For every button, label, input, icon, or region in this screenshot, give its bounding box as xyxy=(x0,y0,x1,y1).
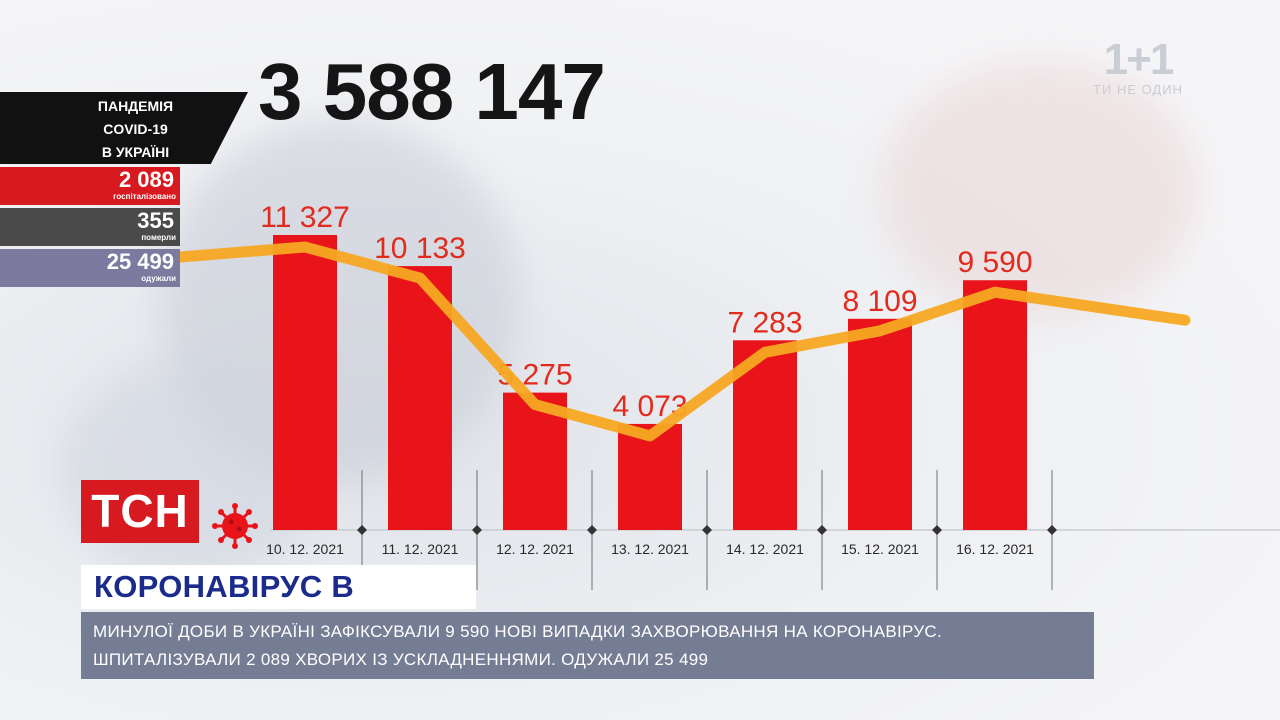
x-tick-label: 13. 12. 2021 xyxy=(611,541,689,557)
x-tick-label: 12. 12. 2021 xyxy=(496,541,574,557)
virus-icon xyxy=(212,503,258,549)
sidebar-title-line: ПАНДЕМІЯ xyxy=(97,98,174,114)
sidebar-title-line: В УКРАЇНІ xyxy=(101,144,170,160)
stat-recovered: 25 499 одужали xyxy=(0,249,180,287)
stat-hospitalized: 2 089 госпіталізовано xyxy=(0,167,180,205)
tsn-logo-text: ТСН xyxy=(91,485,189,537)
bar xyxy=(963,280,1027,530)
total-cases: 3 588 147 xyxy=(258,47,606,136)
news-ticker: МИНУЛОЇ ДОБИ В УКРАЇНІ ЗАФІКСУВАЛИ 9 590… xyxy=(81,612,1094,679)
data-label: 7 283 xyxy=(727,306,802,339)
trend-line xyxy=(174,241,1191,442)
x-tick-marker xyxy=(817,525,827,535)
x-tick-marker xyxy=(1047,525,1057,535)
bar xyxy=(273,235,337,530)
bar xyxy=(388,266,452,530)
stat-value: 2 089 xyxy=(118,167,174,192)
x-tick-label: 11. 12. 2021 xyxy=(382,541,459,557)
stat-label: померли xyxy=(141,233,176,242)
data-label: 11 327 xyxy=(260,201,350,234)
background-virus-shape xyxy=(880,60,1200,320)
data-label: 8 109 xyxy=(842,285,917,318)
stat-value: 355 xyxy=(137,208,174,233)
headline-banner: КОРОНАВІРУС В УКРАЇНІ xyxy=(81,565,476,648)
x-tick-marker xyxy=(472,525,482,535)
x-tick-label: 14. 12. 2021 xyxy=(726,541,804,557)
stat-value: 25 499 xyxy=(106,249,174,274)
x-tick-label: 16. 12. 2021 xyxy=(956,541,1034,557)
bar xyxy=(848,318,912,530)
stat-label: госпіталізовано xyxy=(113,192,176,201)
sidebar-title: ПАНДЕМІЯ COVID-19 В УКРАЇНІ xyxy=(88,95,183,164)
x-tick-label: 10. 12. 2021 xyxy=(266,541,344,557)
tsn-logo: ТСН xyxy=(81,480,199,543)
channel-logo-mark: 1+1 xyxy=(1103,35,1175,84)
sidebar-header-bg xyxy=(0,92,248,164)
stat-label: одужали xyxy=(141,274,176,283)
ticker-text: МИНУЛОЇ ДОБИ В УКРАЇНІ ЗАФІКСУВАЛИ 9 590… xyxy=(93,622,943,669)
channel-tagline: ТИ НЕ ОДИН xyxy=(1093,82,1183,97)
data-label: 9 590 xyxy=(957,246,1032,279)
x-tick-marker xyxy=(702,525,712,535)
x-tick-marker xyxy=(357,525,367,535)
sidebar-title-line: COVID-19 xyxy=(103,121,168,137)
channel-logo: 1+1 ТИ НЕ ОДИН xyxy=(1078,35,1198,98)
x-tick-label: 15. 12. 2021 xyxy=(841,541,919,557)
x-tick-marker xyxy=(587,525,597,535)
x-tick-marker xyxy=(932,525,942,535)
bar xyxy=(618,423,682,530)
data-label: 10 133 xyxy=(374,232,466,265)
stat-deaths: 355 померли xyxy=(0,208,180,246)
